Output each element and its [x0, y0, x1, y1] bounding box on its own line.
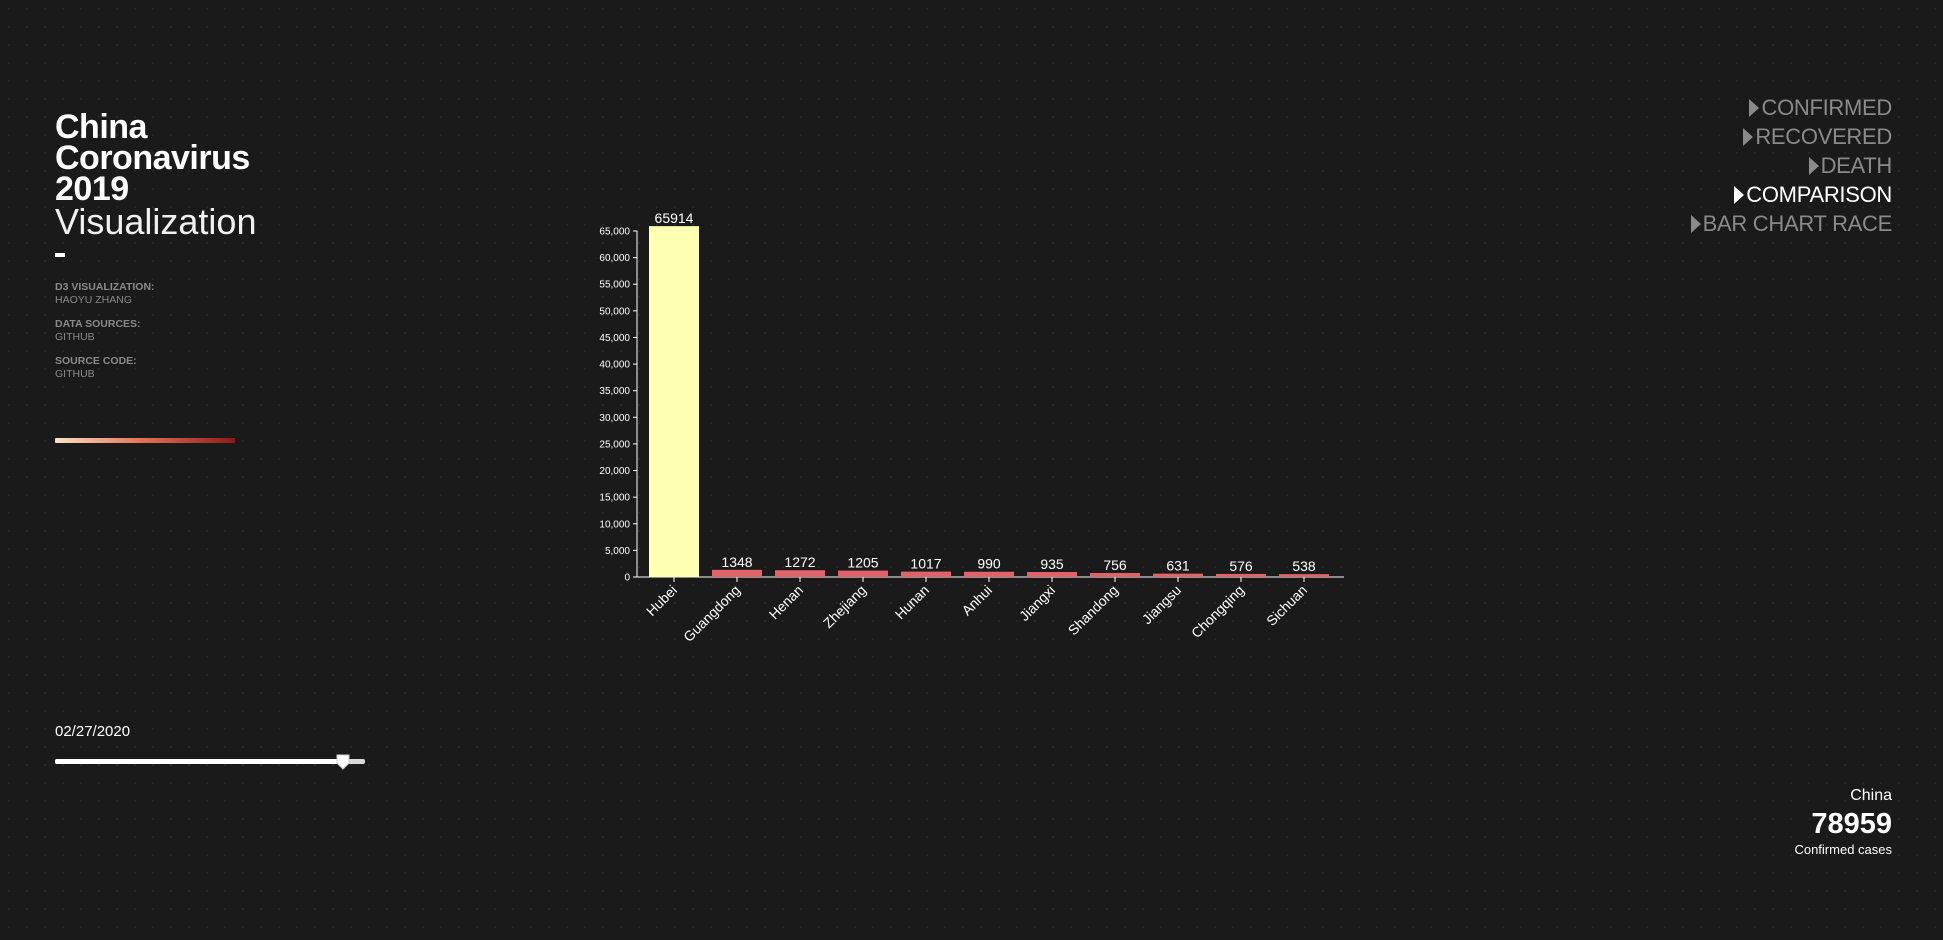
slider-handle[interactable] [336, 754, 350, 770]
bar [838, 570, 888, 577]
bar [1216, 573, 1266, 577]
summary-count: 78959 [1811, 808, 1892, 840]
caret-right-icon [1808, 156, 1819, 175]
bar [1153, 573, 1203, 577]
nav-item-label: RECOVERED [1755, 124, 1892, 149]
credit-label: SOURCE CODE: [55, 355, 137, 367]
summary-caption: Confirmed cases [1794, 842, 1892, 857]
view-nav: CONFIRMED RECOVERED DEATH COMPARISON BAR… [1690, 93, 1893, 238]
title-line-1: China [55, 108, 147, 146]
y-axis-line [633, 230, 638, 578]
y-tick-label: 25,000 [599, 439, 630, 450]
bar [964, 571, 1014, 577]
credits: D3 VISUALIZATION: HAOYU ZHANG DATA SOURC… [55, 281, 315, 392]
title-divider [55, 253, 65, 257]
title-line-4: Visualization [55, 201, 257, 242]
credit-label: DATA SOURCES: [55, 318, 141, 330]
x-tick-label: Jiangsu [1139, 582, 1184, 627]
caret-right-icon [1743, 127, 1754, 146]
y-tick-label: 50,000 [599, 306, 630, 317]
nav-item-label: CONFIRMED [1761, 95, 1892, 120]
date-slider[interactable] [55, 754, 375, 770]
nav-item-comparison[interactable]: COMPARISON [1691, 180, 1892, 209]
credit-label: D3 VISUALIZATION: [55, 281, 155, 293]
y-tick-label: 60,000 [599, 253, 630, 264]
bar-value-label: 990 [977, 556, 1001, 572]
bar-value-label: 576 [1229, 558, 1253, 574]
title-line-3: 2019 [55, 170, 129, 208]
nav-item-label: BAR CHART RACE [1702, 211, 1893, 236]
x-tick-label: Guangdong [680, 582, 743, 645]
color-scale-legend [55, 438, 235, 443]
nav-item-death[interactable]: DEATH [1691, 151, 1892, 180]
y-tick-label: 15,000 [599, 493, 630, 504]
y-tick-label: 0 [624, 573, 630, 584]
y-tick-label: 35,000 [599, 386, 630, 397]
bar-value-label: 538 [1292, 558, 1316, 574]
date-label: 02/27/2020 [55, 723, 131, 740]
x-tick-label: Anhui [958, 582, 995, 619]
slider-fill [55, 759, 344, 764]
bar [1090, 572, 1140, 577]
summary-region: China [1850, 787, 1892, 804]
bar [901, 571, 951, 577]
bar-value-label: 1348 [721, 554, 752, 570]
y-tick-label: 20,000 [599, 466, 630, 477]
nav-item-recovered[interactable]: RECOVERED [1691, 122, 1892, 151]
caret-right-icon [1749, 98, 1760, 117]
bar [649, 226, 699, 577]
nav-item-confirmed[interactable]: CONFIRMED [1691, 93, 1892, 122]
y-tick-label: 45,000 [599, 333, 630, 344]
credit-source-code: SOURCE CODE: GITHUB [55, 355, 315, 380]
bar-value-label: 65914 [655, 210, 694, 226]
bar-value-label: 1017 [910, 556, 941, 572]
bar-value-label: 1272 [784, 554, 815, 570]
nav-item-label: COMPARISON [1746, 182, 1892, 207]
bar [712, 569, 762, 577]
caret-right-icon [1734, 185, 1745, 204]
credit-d3: D3 VISUALIZATION: HAOYU ZHANG [55, 281, 315, 306]
x-tick-label: Sichuan [1263, 582, 1310, 629]
nav-item-bar-chart-race[interactable]: BAR CHART RACE [1690, 209, 1893, 238]
title-block: China Coronavirus 2019 Visualization [55, 108, 257, 257]
x-tick-label: Jiangxi [1016, 582, 1058, 624]
title-line-2: Coronavirus [55, 139, 250, 177]
x-tick-label: Hubei [643, 582, 680, 619]
y-tick-label: 40,000 [599, 360, 630, 371]
summary-panel: China 78959 Confirmed cases [1794, 786, 1892, 858]
x-tick-label: Chongqing [1188, 582, 1247, 641]
x-tick-label: Zhejiang [820, 582, 869, 631]
y-tick-label: 10,000 [599, 519, 630, 530]
y-tick-label: 55,000 [599, 280, 630, 291]
bar [775, 570, 825, 577]
bar-value-label: 1205 [847, 555, 878, 571]
bar-value-label: 756 [1103, 557, 1127, 573]
nav-item-label: DEATH [1820, 153, 1893, 178]
y-tick-label: 65,000 [599, 227, 630, 238]
bar-value-label: 631 [1166, 558, 1190, 574]
bar [1027, 572, 1077, 577]
caret-right-icon [1690, 214, 1701, 233]
credit-data-sources: DATA SOURCES: GITHUB [55, 318, 315, 343]
bar [1279, 574, 1329, 577]
y-tick-label: 30,000 [599, 413, 630, 424]
data-source-link[interactable]: GITHUB [55, 331, 95, 343]
x-tick-label: Hunan [892, 582, 932, 622]
source-code-link[interactable]: GITHUB [55, 368, 95, 380]
credit-author-link[interactable]: HAOYU ZHANG [55, 294, 133, 306]
x-tick-label: Henan [766, 582, 806, 622]
y-tick-label: 5,000 [605, 546, 630, 557]
x-tick-label: Shandong [1065, 582, 1121, 638]
bar-value-label: 935 [1040, 556, 1064, 572]
